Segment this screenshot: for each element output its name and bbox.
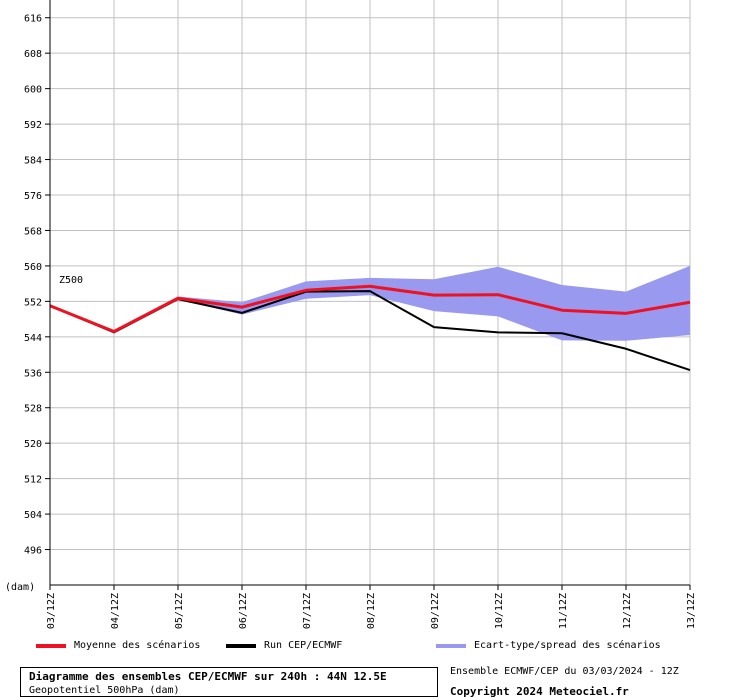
y-tick-label: 600 [24,85,42,96]
x-tick-label: 06/12Z [238,593,249,629]
x-tick-label: 07/12Z [302,593,313,629]
y-tick-label: 512 [24,475,42,486]
axes [45,0,691,590]
legend-mean-label: Moyenne des scénarios [74,640,201,651]
x-tick-label: 13/12Z [686,593,697,629]
y-tick-label: 496 [24,546,42,557]
y-tick-label: 552 [24,297,42,308]
x-tick-label: 08/12Z [366,593,377,629]
y-tick-label: 536 [24,368,42,379]
copyright: Copyright 2024 Meteociel.fr [450,685,629,698]
y-tick-label: 520 [24,439,42,450]
ensemble-run-info: Ensemble ECMWF/CEP du 03/03/2024 - 12Z [450,666,679,677]
legend-run-label: Run CEP/ECMWF [264,640,343,651]
y-tick-label: 544 [24,333,42,344]
y-axis-unit-label: (dam) [5,582,35,593]
y-tick-label: 592 [24,120,42,131]
mean-line [49,284,691,333]
legend-run: Run CEP/ECMWF [226,640,342,651]
legend-run-swatch [226,643,256,648]
x-tick-label: 09/12Z [430,593,441,629]
x-tick-label: 04/12Z [110,593,121,629]
y-tick-label: 576 [24,191,42,202]
info-box: Diagramme des ensembles CEP/ECMWF sur 24… [20,667,438,697]
y-tick-label: 616 [24,14,42,25]
x-tick-label: 03/12Z [46,593,57,629]
y-tick-label: 608 [24,49,42,60]
legend-mean-swatch [36,643,66,648]
y-tick-label: 504 [24,510,42,521]
x-tick-label: 12/12Z [622,593,633,629]
y-tick-label: 560 [24,262,42,273]
tick-labels: 496 504 512 520 528 536 544 552 560 568 576 584 592 6… [24,14,697,629]
y-tick-label: 568 [24,226,42,237]
x-tick-label: 10/12Z [494,593,505,629]
y-tick-label: 584 [24,156,42,167]
legend-mean: Moyenne des scénarios [36,640,200,651]
chart-subtitle: Geopotentiel 500hPa (dam) [29,685,180,696]
spread-band [50,265,690,341]
legend-spread-swatch [436,643,466,648]
legend-spread: Ecart-type/spread des scénarios [436,640,661,651]
legend-spread-label: Ecart-type/spread des scénarios [474,640,661,651]
chart-title: Diagramme des ensembles CEP/ECMWF sur 24… [29,670,387,683]
x-tick-label: 11/12Z [558,593,569,629]
x-tick-label: 05/12Z [174,593,185,629]
ensemble-chart: 496 504 512 520 528 536 544 552 560 568 576 584 592 6… [5,0,697,629]
z500-annotation: Z500 [59,275,83,286]
y-tick-label: 528 [24,404,42,415]
